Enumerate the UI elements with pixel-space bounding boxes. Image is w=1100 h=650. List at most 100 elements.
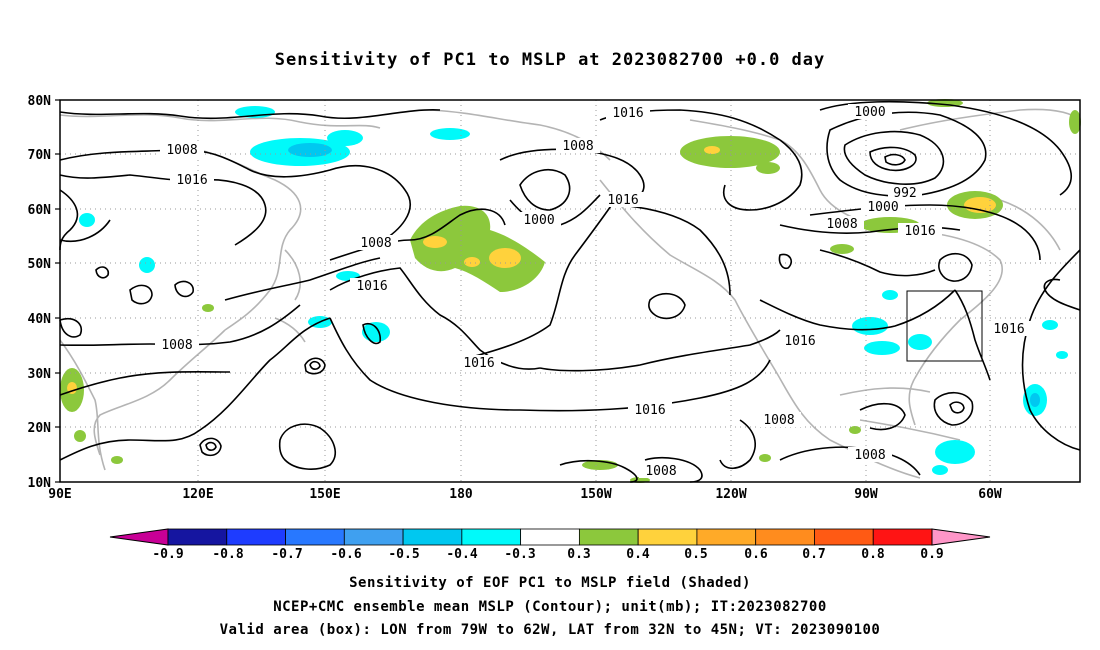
colorbar-swatch xyxy=(343,528,404,546)
footer-line-2: NCEP+CMC ensemble mean MSLP (Contour); u… xyxy=(273,599,827,615)
svg-text:1000: 1000 xyxy=(523,213,554,228)
colorbar-swatch xyxy=(402,528,463,546)
lon-label: 180 xyxy=(449,487,473,502)
contour-label: 1000 xyxy=(861,199,905,215)
colorbar-label: 0.9 xyxy=(920,547,943,562)
svg-text:1000: 1000 xyxy=(867,200,898,215)
svg-text:1008: 1008 xyxy=(763,413,794,428)
contour-label: 1016 xyxy=(601,192,645,208)
lat-label: 50N xyxy=(28,257,52,272)
colorbar-label: -0.9 xyxy=(152,547,183,562)
lat-label: 60N xyxy=(28,203,52,218)
svg-text:1008: 1008 xyxy=(161,338,192,353)
colorbar-swatch xyxy=(226,528,286,546)
colorbar-label: 0.7 xyxy=(802,547,825,562)
svg-text:1016: 1016 xyxy=(904,224,935,239)
svg-text:1008: 1008 xyxy=(854,448,885,463)
lat-label: 70N xyxy=(28,148,52,163)
contour-label: 1008 xyxy=(820,216,864,232)
colorbar-label: -0.7 xyxy=(271,547,302,562)
svg-text:1016: 1016 xyxy=(607,193,638,208)
svg-text:1016: 1016 xyxy=(176,173,207,188)
svg-text:1016: 1016 xyxy=(463,356,494,371)
colorbar: -0.9 -0.8 -0.7 -0.6 -0.5 -0.4 -0.3 0.3 0… xyxy=(109,528,991,562)
colorbar-swatch xyxy=(578,528,639,546)
axis-ticks xyxy=(55,99,60,483)
lat-label: 10N xyxy=(28,476,52,491)
plot-frame xyxy=(59,99,1081,483)
contour-label: 1008 xyxy=(848,447,892,463)
colorbar-labels: -0.9 -0.8 -0.7 -0.6 -0.5 -0.4 -0.3 0.3 0… xyxy=(152,547,943,562)
contour-label: 1000 xyxy=(517,212,561,228)
contour-label: 1008 xyxy=(639,463,683,479)
footer-line-3: Valid area (box): LON from 79W to 62W, L… xyxy=(219,622,881,638)
svg-text:1016: 1016 xyxy=(634,403,665,418)
lon-label: 150W xyxy=(580,487,611,502)
lat-label: 30N xyxy=(28,367,52,382)
colorbar-label: 0.8 xyxy=(861,547,885,562)
colorbar-label: -0.4 xyxy=(446,547,477,562)
colorbar-label: 0.5 xyxy=(684,547,707,562)
svg-text:1016: 1016 xyxy=(784,334,815,349)
colorbar-swatch xyxy=(637,528,698,546)
colorbar-label: 0.3 xyxy=(567,547,590,562)
lon-label: 90E xyxy=(48,487,71,502)
colorbar-swatch xyxy=(285,528,345,546)
map-title: Sensitivity of PC1 to MSLP at 2023082700… xyxy=(274,50,826,70)
contour-label: 1016 xyxy=(987,321,1031,337)
contour-label: 1008 xyxy=(155,337,199,353)
colorbar-label: -0.6 xyxy=(330,547,361,562)
contour-label: 1008 xyxy=(757,412,801,428)
svg-text:1008: 1008 xyxy=(562,139,593,154)
contour-label: 1016 xyxy=(170,172,214,188)
svg-text:1008: 1008 xyxy=(360,236,391,251)
colorbar-label: -0.3 xyxy=(504,547,535,562)
svg-text:1016: 1016 xyxy=(612,106,643,121)
sensitivity-map: 1016 1008 1016 1008 1000 1016 1000 992 1… xyxy=(28,94,1081,562)
svg-text:1016: 1016 xyxy=(356,279,387,294)
lon-label: 120W xyxy=(715,487,746,502)
svg-text:992: 992 xyxy=(893,186,916,201)
svg-text:1000: 1000 xyxy=(854,105,885,120)
colorbar-label: 0.6 xyxy=(744,547,768,562)
lon-label: 90W xyxy=(854,487,878,502)
colorbar-label: -0.8 xyxy=(212,547,243,562)
colorbar-label: 0.4 xyxy=(626,547,650,562)
colorbar-swatch xyxy=(755,528,815,546)
negative-sensitivity-shading xyxy=(79,106,1068,475)
contour-label: 1008 xyxy=(160,142,204,158)
contour-labels: 1016 1008 1016 1008 1000 1016 1000 992 1… xyxy=(155,104,1031,479)
svg-text:1008: 1008 xyxy=(645,464,676,479)
colorbar-swatch xyxy=(167,528,228,546)
contour-label: 1016 xyxy=(628,402,672,418)
lat-label: 80N xyxy=(28,94,52,109)
contour-label: 992 xyxy=(888,185,922,201)
latitude-labels: 80N 70N 60N 50N 40N 30N 20N 10N xyxy=(28,94,52,491)
contour-label: 1008 xyxy=(556,138,600,154)
colorbar-high-end xyxy=(931,528,991,546)
colorbar-swatch xyxy=(872,528,933,546)
contour-label: 1016 xyxy=(350,278,394,294)
colorbar-swatches xyxy=(167,528,933,546)
contour-label: 1000 xyxy=(848,104,892,120)
lon-label: 120E xyxy=(182,487,213,502)
footer-line-1: Sensitivity of EOF PC1 to MSLP field (Sh… xyxy=(349,575,751,591)
colorbar-low-end xyxy=(109,528,169,546)
contour-label: 1016 xyxy=(898,223,942,239)
lon-label: 60W xyxy=(978,487,1002,502)
longitude-labels: 90E 120E 150E 180 150W 120W 90W 60W xyxy=(48,487,1002,502)
colorbar-swatch xyxy=(814,528,874,546)
colorbar-swatch xyxy=(461,528,522,546)
colorbar-swatch xyxy=(520,528,580,546)
contour-label: 1008 xyxy=(354,235,398,251)
lon-label: 150E xyxy=(309,487,340,502)
contour-label: 1016 xyxy=(606,105,650,121)
contour-label: 1016 xyxy=(457,355,501,371)
svg-text:1008: 1008 xyxy=(826,217,857,232)
svg-text:1008: 1008 xyxy=(166,143,197,158)
colorbar-swatch xyxy=(696,528,757,546)
colorbar-label: -0.5 xyxy=(388,547,419,562)
lat-label: 20N xyxy=(28,421,52,436)
lat-label: 40N xyxy=(28,312,52,327)
svg-text:1016: 1016 xyxy=(993,322,1024,337)
